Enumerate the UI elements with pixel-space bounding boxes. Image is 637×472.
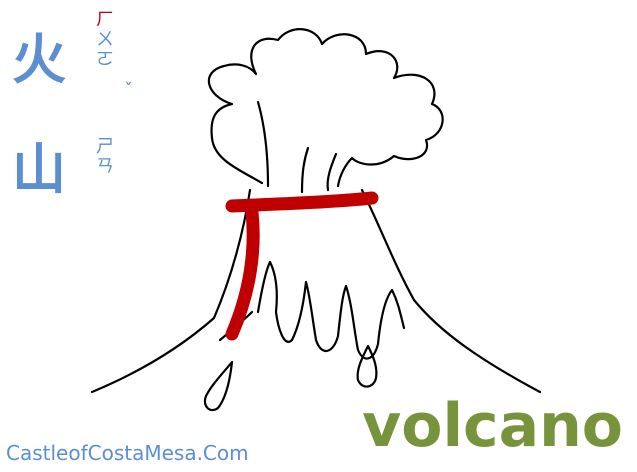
tone-mark: ˇ <box>124 80 133 101</box>
zhuyin-symbol: ㄕ <box>96 136 114 157</box>
site-credit: CastleofCostaMesa.Com <box>6 441 249 465</box>
zhuyin-symbol: ㄛ <box>96 49 114 70</box>
radical-han-icon <box>225 191 379 341</box>
zhuyin-annotation: ㄏ ㄨ ㄛ <box>96 10 114 70</box>
zhuyin-symbol: ㄏ <box>96 9 114 30</box>
lava-drips <box>256 260 406 360</box>
english-word: volcano <box>362 391 623 461</box>
lava-drop <box>203 360 234 412</box>
lava-drop <box>356 344 378 388</box>
zhuyin-symbol: ㄢ <box>96 156 114 177</box>
smoke-cloud <box>207 28 444 188</box>
zhuyin-symbol: ㄨ <box>96 29 114 50</box>
hanzi-character: 山 <box>12 138 66 201</box>
volcano-outline <box>90 188 252 394</box>
hanzi-character: 火 <box>12 28 66 91</box>
zhuyin-annotation: ㄕ ㄢ <box>96 137 114 177</box>
